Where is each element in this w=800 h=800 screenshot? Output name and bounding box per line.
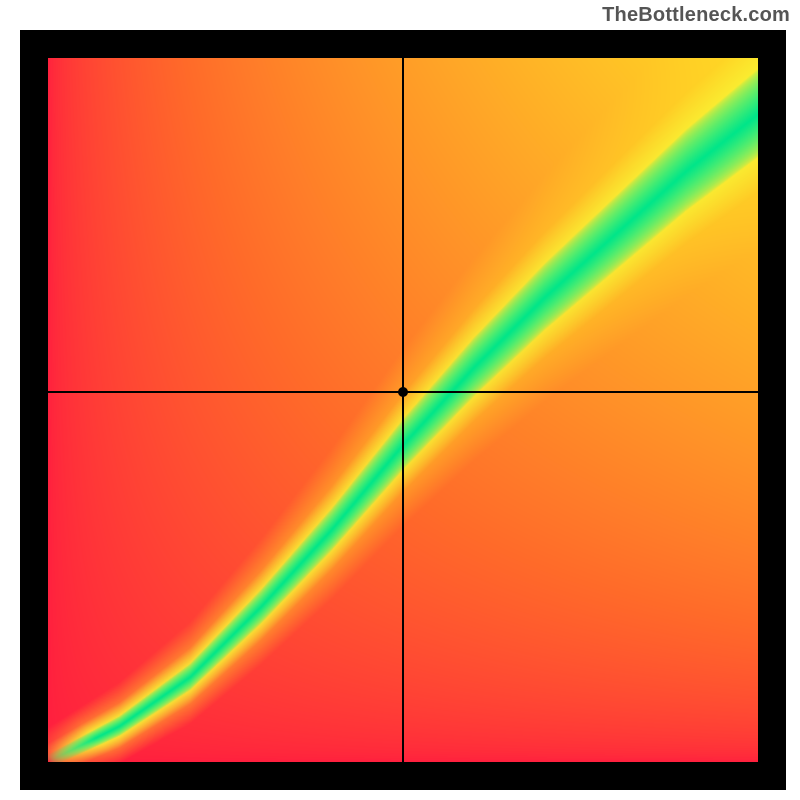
crosshair-vertical (402, 58, 404, 762)
chart-container: TheBottleneck.com (0, 0, 800, 800)
watermark-text: TheBottleneck.com (602, 4, 790, 27)
